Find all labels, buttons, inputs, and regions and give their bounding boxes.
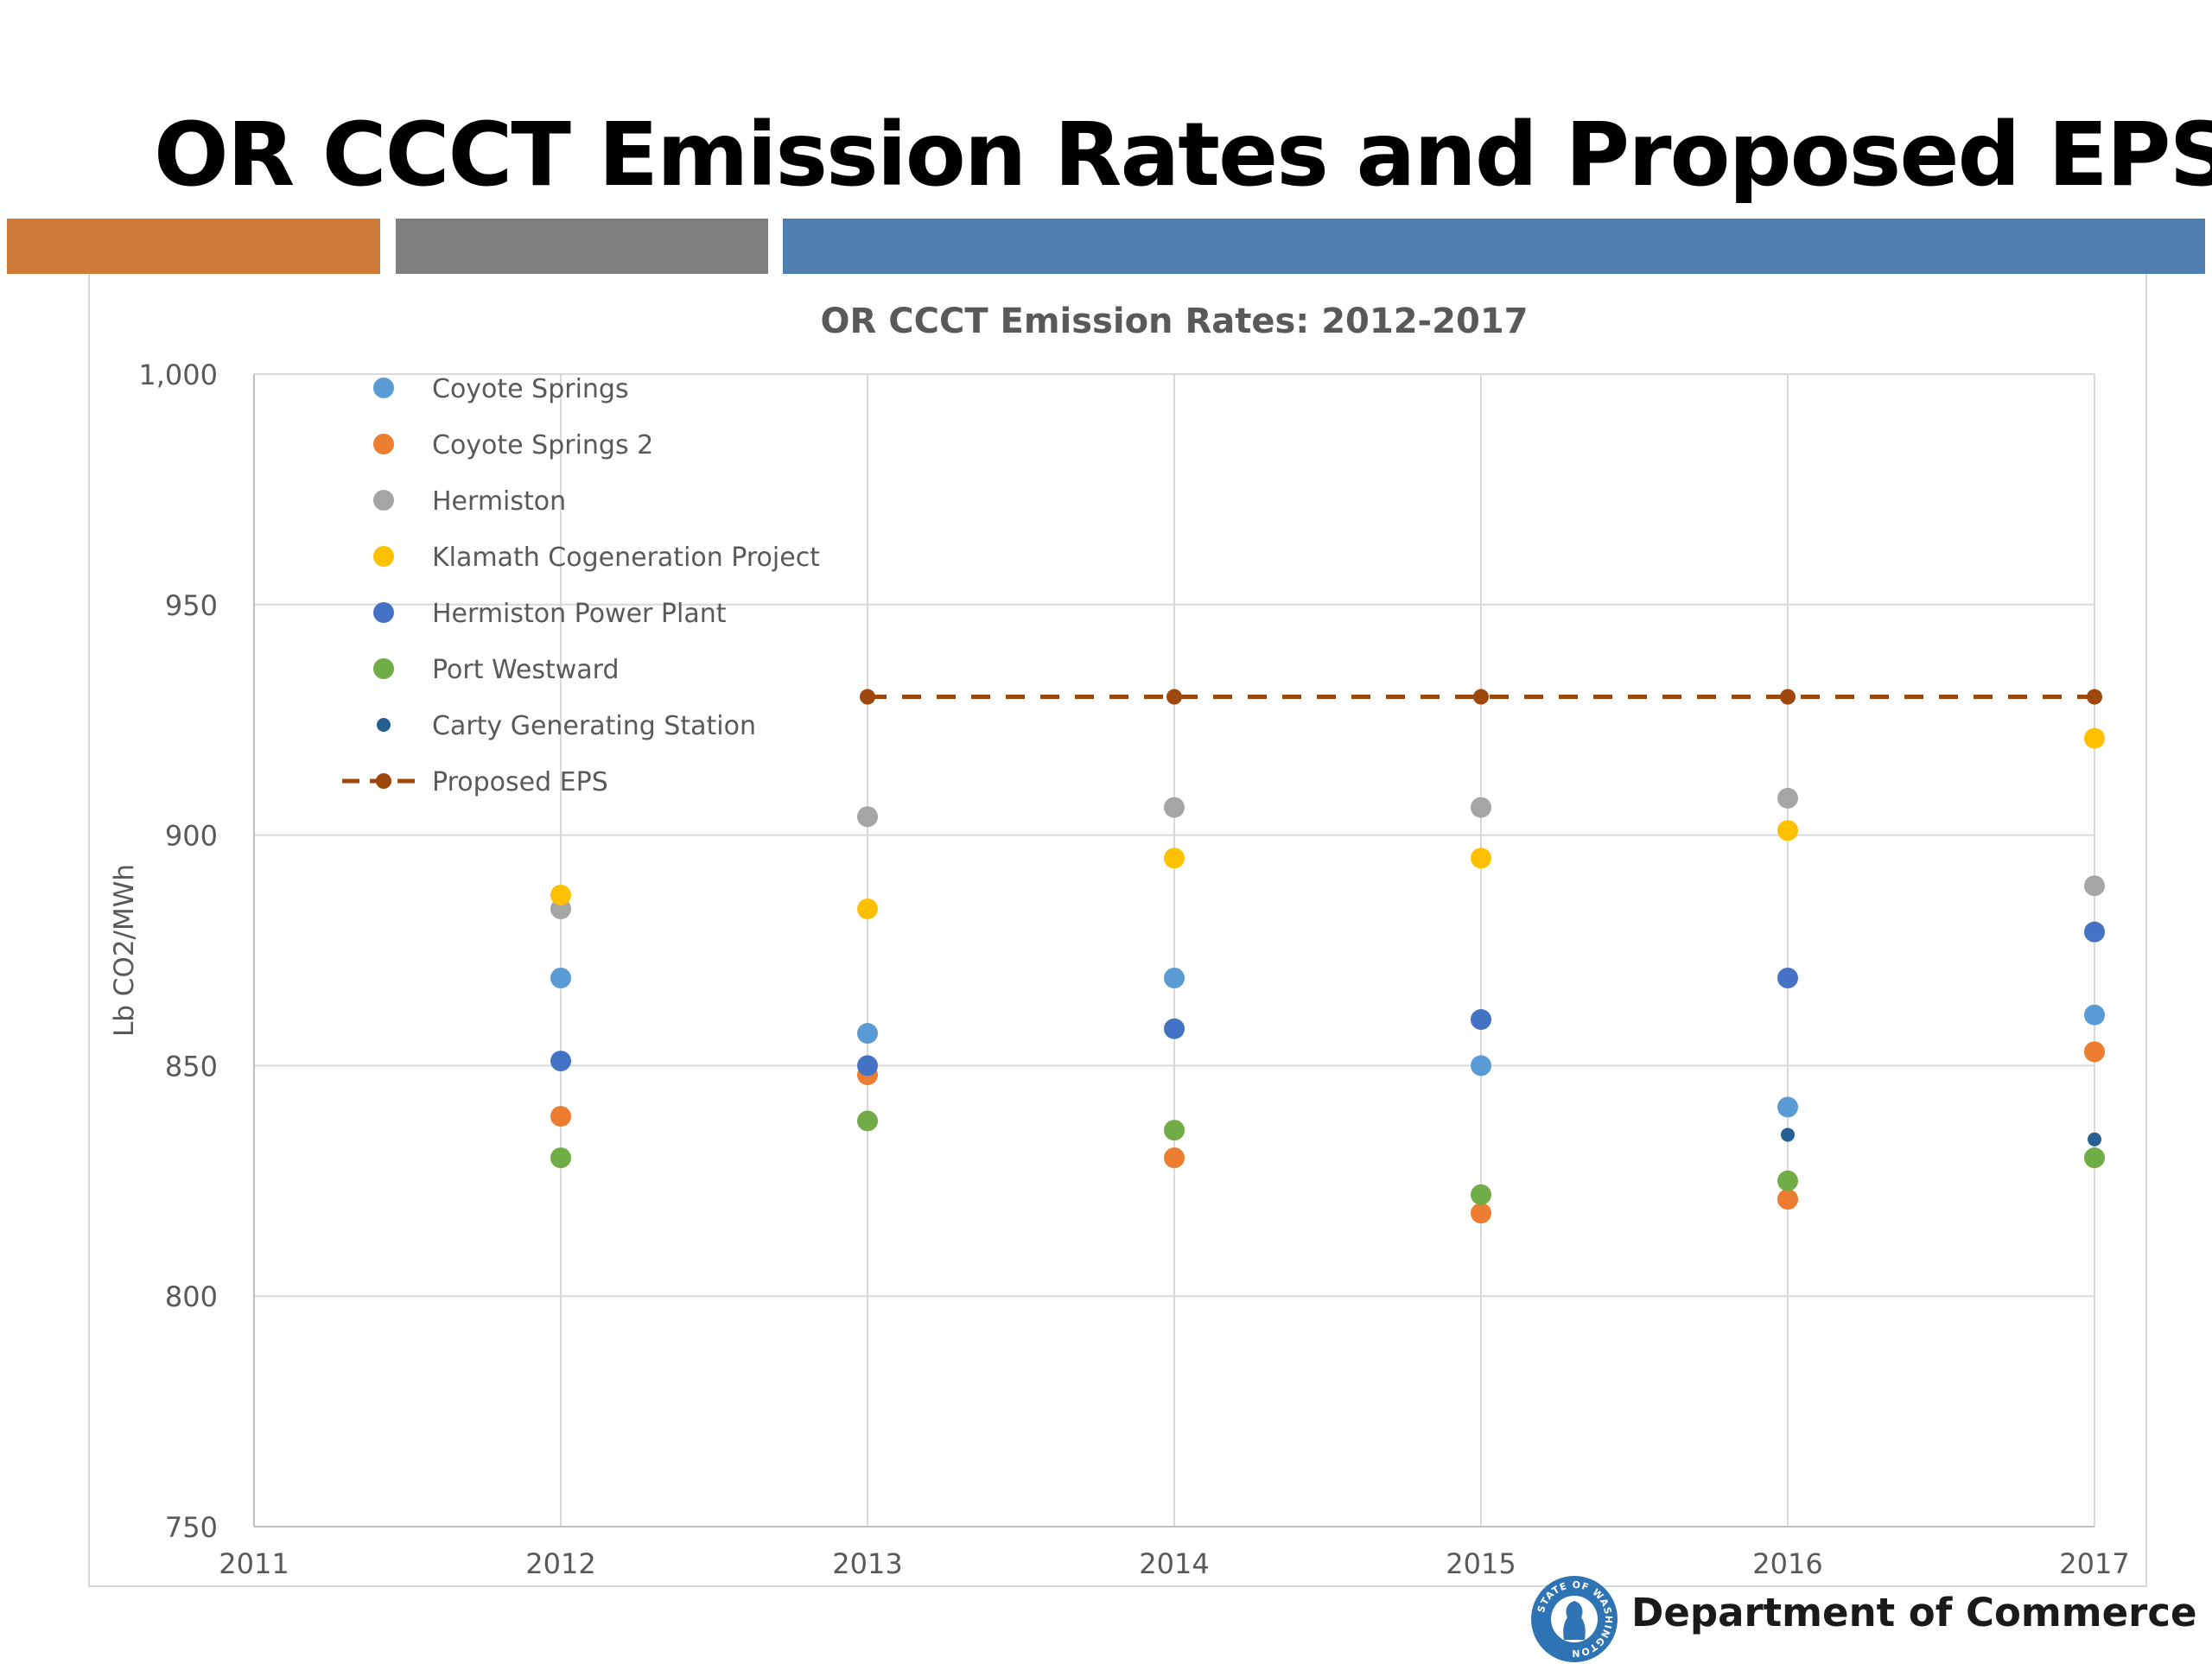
data-point [857, 1055, 878, 1077]
data-point [1777, 1096, 1798, 1118]
slide-title: OR CCCT Emission Rates and Proposed EPS [154, 104, 2212, 206]
data-point [1777, 1170, 1798, 1191]
orange-band [7, 219, 380, 274]
data-point [857, 806, 878, 828]
legend-label: Proposed EPS [432, 767, 608, 797]
legend-swatch [377, 718, 391, 732]
legend-swatch [373, 434, 394, 454]
data-point [1471, 1055, 1491, 1077]
legend-label: Hermiston [432, 486, 566, 517]
data-point [857, 1110, 878, 1132]
series-port-westward [550, 1110, 2105, 1205]
y-tick-label: 950 [165, 589, 218, 622]
legend-label: Coyote Springs 2 [432, 430, 653, 460]
data-point [1777, 1189, 1798, 1210]
data-point [1164, 1147, 1185, 1169]
legend-label: Hermiston Power Plant [432, 599, 727, 629]
series-hermiston-power-plant [550, 921, 2105, 1077]
data-point [2088, 1132, 2101, 1146]
data-point [1471, 1009, 1491, 1031]
series-carty-generating-station [1781, 1127, 2101, 1146]
data-point [1781, 1127, 1795, 1142]
data-point [1471, 1203, 1491, 1224]
y-tick-label: 800 [165, 1280, 218, 1313]
washington-state-seal-logo: STATE OF WASHINGTON [1531, 1576, 1618, 1662]
data-point [550, 968, 571, 989]
legend-label: Coyote Springs [432, 374, 629, 404]
x-tick-label: 2015 [1446, 1547, 1516, 1580]
series-hermiston [550, 787, 2105, 919]
eps-point [2087, 689, 2102, 705]
x-tick-label: 2017 [2059, 1547, 2129, 1580]
eps-point [1473, 689, 1489, 705]
data-point [550, 1147, 571, 1169]
organization-name: Department of Commerce [1631, 1590, 2197, 1635]
data-point [2084, 1147, 2105, 1169]
data-point [550, 884, 571, 905]
y-axis-label: Lb CO2/MWh [109, 864, 140, 1037]
data-point [550, 1051, 571, 1072]
data-point [1777, 820, 1798, 842]
eps-point [1780, 689, 1796, 705]
data-point [1777, 787, 1798, 809]
data-point [1164, 968, 1185, 989]
data-point [1471, 1184, 1491, 1205]
chart-title: OR CCCT Emission Rates: 2012-2017 [821, 302, 1529, 341]
y-tick-label: 750 [165, 1511, 218, 1544]
y-tick-label: 850 [165, 1050, 218, 1083]
data-point [1164, 1018, 1185, 1039]
data-point [1471, 797, 1491, 818]
data-point [1777, 968, 1798, 989]
x-tick-label: 2014 [1139, 1547, 1209, 1580]
data-point [2084, 1004, 2105, 1026]
x-tick-label: 2012 [525, 1547, 595, 1580]
data-point [550, 1106, 571, 1127]
blue-band [783, 219, 2205, 274]
chart-frame: OR CCCT Emission Rates: 2012-2017 750 800 8… [88, 274, 2147, 1587]
legend-swatch [373, 546, 394, 567]
data-point [1164, 1120, 1185, 1141]
y-tick-label: 1,000 [138, 359, 218, 391]
x-tick-label: 2013 [832, 1547, 902, 1580]
emission-rate-chart: OR CCCT Emission Rates: 2012-2017 750 800 8… [109, 302, 2130, 1580]
data-point [1164, 797, 1185, 818]
data-point [2084, 1041, 2105, 1063]
legend: Coyote Springs Coyote Springs 2 Hermiston K… [342, 374, 820, 797]
series-coyote-springs [550, 968, 2105, 1118]
eps-point [1166, 689, 1182, 705]
x-tick-label: 2011 [219, 1547, 289, 1580]
eps-point [860, 689, 875, 705]
data-point [857, 1023, 878, 1045]
data-point [2084, 921, 2105, 943]
legend-swatch [373, 490, 394, 511]
series-klamath-cogeneration-project [550, 727, 2105, 919]
legend-swatch [373, 658, 394, 679]
legend-swatch [373, 602, 394, 623]
legend-label: Carty Generating Station [432, 711, 756, 741]
legend-label: Port Westward [432, 655, 620, 685]
data-point [1471, 848, 1491, 869]
legend-label: Klamath Cogeneration Project [432, 543, 820, 573]
data-point [857, 898, 878, 919]
legend-swatch [373, 378, 394, 398]
series-proposed-eps [860, 689, 2102, 705]
gray-band [396, 219, 768, 274]
data-point [2084, 875, 2105, 897]
data-point [2084, 727, 2105, 749]
series-coyote-springs-2 [550, 1041, 2105, 1224]
legend-swatch-marker [376, 773, 391, 789]
data-point [1164, 848, 1185, 869]
y-tick-label: 900 [165, 820, 218, 853]
x-tick-label: 2016 [1752, 1547, 1822, 1580]
